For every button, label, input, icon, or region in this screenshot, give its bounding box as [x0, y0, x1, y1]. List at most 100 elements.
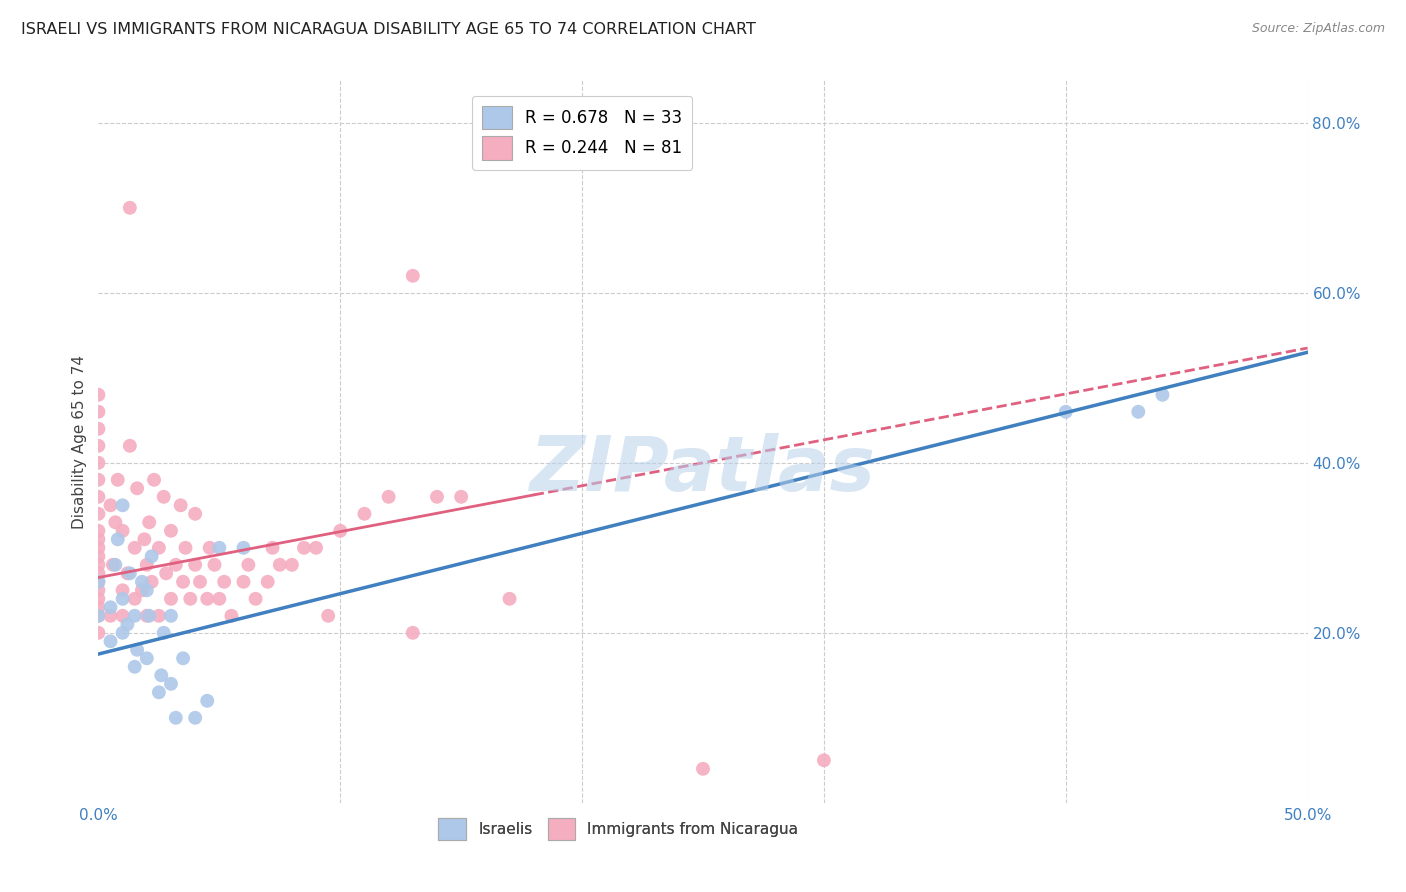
Point: [135, 651, 157, 665]
Point: [232, 574, 254, 589]
Point: [160, 591, 183, 606]
Point: [141, 574, 163, 589]
Point: [117, 566, 139, 581]
Point: [138, 516, 160, 530]
Point: [87, 549, 110, 564]
Point: [692, 762, 714, 776]
Point: [100, 600, 122, 615]
Point: [87, 583, 110, 598]
Y-axis label: Disability Age 65 to 74: Disability Age 65 to 74: [72, 354, 87, 529]
Point: [172, 574, 194, 589]
Point: [165, 558, 187, 572]
Point: [165, 711, 187, 725]
Point: [188, 574, 211, 589]
Point: [118, 439, 141, 453]
Point: [131, 583, 153, 598]
Point: [87, 608, 110, 623]
Point: [100, 498, 122, 512]
Point: [87, 388, 110, 402]
Point: [204, 558, 226, 572]
Point: [131, 574, 153, 589]
Point: [195, 591, 218, 606]
Point: [87, 439, 110, 453]
Point: [87, 574, 110, 589]
Point: [172, 651, 194, 665]
Point: [124, 660, 146, 674]
Point: [111, 591, 134, 606]
Point: [160, 608, 183, 623]
Point: [138, 608, 160, 623]
Point: [148, 541, 170, 555]
Point: [135, 583, 157, 598]
Point: [402, 268, 425, 283]
Point: [377, 490, 399, 504]
Point: [104, 516, 127, 530]
Point: [245, 591, 267, 606]
Text: ZIPatlas: ZIPatlas: [530, 434, 876, 508]
Point: [107, 533, 129, 547]
Text: Source: ZipAtlas.com: Source: ZipAtlas.com: [1251, 22, 1385, 36]
Point: [155, 566, 177, 581]
Point: [426, 490, 449, 504]
Point: [87, 405, 110, 419]
Point: [281, 558, 304, 572]
Text: ISRAELI VS IMMIGRANTS FROM NICARAGUA DISABILITY AGE 65 TO 74 CORRELATION CHART: ISRAELI VS IMMIGRANTS FROM NICARAGUA DIS…: [21, 22, 756, 37]
Point: [87, 574, 110, 589]
Point: [87, 566, 110, 581]
Point: [208, 541, 231, 555]
Point: [143, 473, 166, 487]
Point: [100, 608, 122, 623]
Point: [87, 600, 110, 615]
Point: [152, 490, 174, 504]
Point: [87, 558, 110, 572]
Point: [160, 677, 183, 691]
Point: [111, 498, 134, 512]
Point: [111, 524, 134, 538]
Point: [813, 753, 835, 767]
Point: [1128, 405, 1150, 419]
Point: [498, 591, 520, 606]
Point: [134, 533, 156, 547]
Point: [238, 558, 260, 572]
Point: [148, 685, 170, 699]
Point: [87, 490, 110, 504]
Point: [111, 625, 134, 640]
Point: [87, 608, 110, 623]
Point: [150, 668, 173, 682]
Point: [329, 524, 352, 538]
Point: [256, 574, 278, 589]
Point: [262, 541, 284, 555]
Point: [450, 490, 472, 504]
Point: [316, 608, 339, 623]
Point: [208, 591, 231, 606]
Point: [100, 634, 122, 648]
Point: [117, 617, 139, 632]
Point: [269, 558, 291, 572]
Point: [124, 541, 146, 555]
Point: [124, 608, 146, 623]
Point: [152, 625, 174, 640]
Point: [111, 583, 134, 598]
Legend: Israelis, Immigrants from Nicaragua: Israelis, Immigrants from Nicaragua: [432, 812, 804, 846]
Point: [124, 591, 146, 606]
Point: [87, 473, 110, 487]
Point: [87, 422, 110, 436]
Point: [87, 456, 110, 470]
Point: [232, 541, 254, 555]
Point: [135, 558, 157, 572]
Point: [148, 608, 170, 623]
Point: [179, 591, 201, 606]
Point: [212, 574, 235, 589]
Point: [104, 558, 127, 572]
Point: [127, 642, 149, 657]
Point: [353, 507, 375, 521]
Point: [184, 711, 207, 725]
Point: [1152, 388, 1174, 402]
Point: [111, 608, 134, 623]
Point: [402, 625, 425, 640]
Point: [1054, 405, 1077, 419]
Point: [118, 566, 141, 581]
Point: [87, 524, 110, 538]
Point: [184, 558, 207, 572]
Point: [292, 541, 315, 555]
